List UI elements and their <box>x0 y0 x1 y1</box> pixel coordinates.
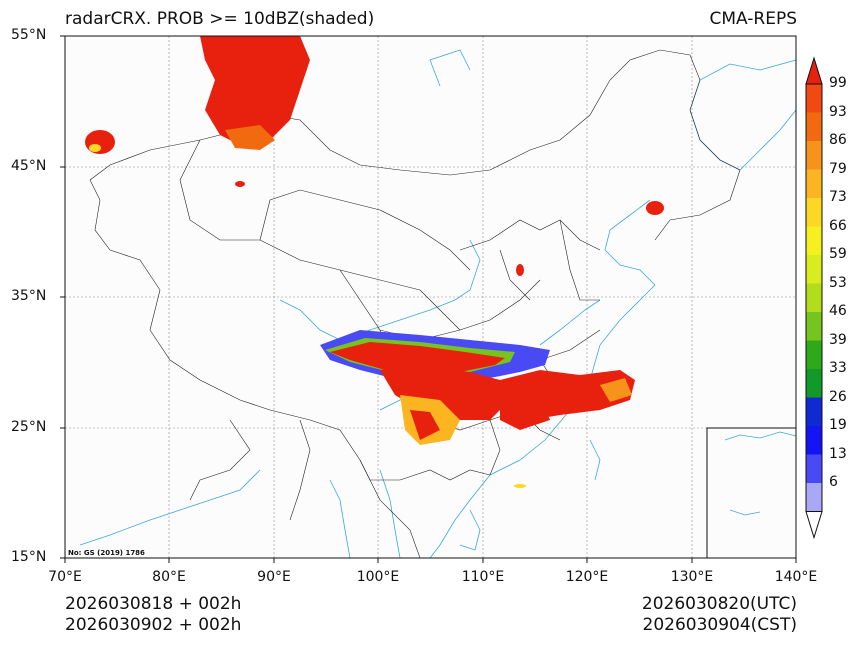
lon-label-90: 90°E <box>257 569 291 585</box>
probability-shading <box>85 36 664 488</box>
colorbar-label: 93 <box>829 104 847 120</box>
colorbar-segment <box>806 198 822 227</box>
colorbar-frame <box>805 83 823 512</box>
colorbar-segment <box>806 226 822 255</box>
colorbar-label: 66 <box>829 218 847 234</box>
valid-time-utc: 2026030820(UTC) <box>641 594 797 614</box>
lon-label-70: 70°E <box>48 569 82 585</box>
colorbar-segment <box>806 340 822 369</box>
colorbar-label: 13 <box>829 446 847 462</box>
colorbar-segment <box>806 112 822 141</box>
colorbar-segment <box>806 454 822 483</box>
colorbar-segment <box>806 169 822 198</box>
inset-coastline <box>724 431 797 516</box>
lon-label-110: 110°E <box>461 569 505 585</box>
colorbar-segment <box>806 426 822 455</box>
lon-label-140: 140°E <box>774 569 818 585</box>
lat-label-35: 35°N <box>11 288 47 304</box>
tick-marks <box>60 35 797 563</box>
valid-time-cst: 2026030904(CST) <box>642 615 797 635</box>
colorbar-label: 59 <box>829 246 847 262</box>
lat-label-45: 45°N <box>11 158 47 174</box>
colorbar-label: 19 <box>829 417 847 433</box>
colorbar-label: 46 <box>829 303 847 319</box>
lat-label-15: 15°N <box>11 549 47 565</box>
map-title: radarCRX. PROB >= 10dBZ(shaded) <box>65 9 375 29</box>
coastlines-rivers <box>79 49 797 559</box>
colorbar-label: 79 <box>829 161 847 177</box>
model-name: CMA-REPS <box>709 9 797 29</box>
south-sea-inset <box>706 427 797 559</box>
colorbar-segment <box>806 397 822 426</box>
colorbar-label: 33 <box>829 360 847 376</box>
map-credit: No: GS (2019) 1786 <box>68 549 145 557</box>
lon-label-80: 80°E <box>152 569 186 585</box>
colorbar-label: 26 <box>829 389 847 405</box>
lat-label-25: 25°N <box>11 419 47 435</box>
colorbar-segment <box>806 84 822 113</box>
colorbar-arrow-top <box>805 56 823 85</box>
colorbar <box>805 56 823 540</box>
colorbar-label: 53 <box>829 275 847 291</box>
lon-label-130: 130°E <box>670 569 714 585</box>
colorbar-segment <box>806 369 822 398</box>
colorbar-arrow-bottom <box>805 511 823 540</box>
colorbar-label: 6 <box>829 474 838 490</box>
lon-label-100: 100°E <box>356 569 400 585</box>
colorbar-label: 99 <box>829 75 847 91</box>
colorbar-segment <box>806 312 822 341</box>
colorbar-segment <box>806 255 822 284</box>
colorbar-segment <box>806 483 822 512</box>
colorbar-label: 86 <box>829 132 847 148</box>
colorbar-label: 73 <box>829 189 847 205</box>
lat-label-55: 55°N <box>11 27 47 43</box>
init-time-cst: 2026030902 + 002h <box>65 615 242 635</box>
colorbar-segment <box>806 283 822 312</box>
init-time-utc: 2026030818 + 002h <box>65 594 242 614</box>
lon-label-120: 120°E <box>565 569 609 585</box>
colorbar-label: 39 <box>829 332 847 348</box>
colorbar-segment <box>806 141 822 170</box>
